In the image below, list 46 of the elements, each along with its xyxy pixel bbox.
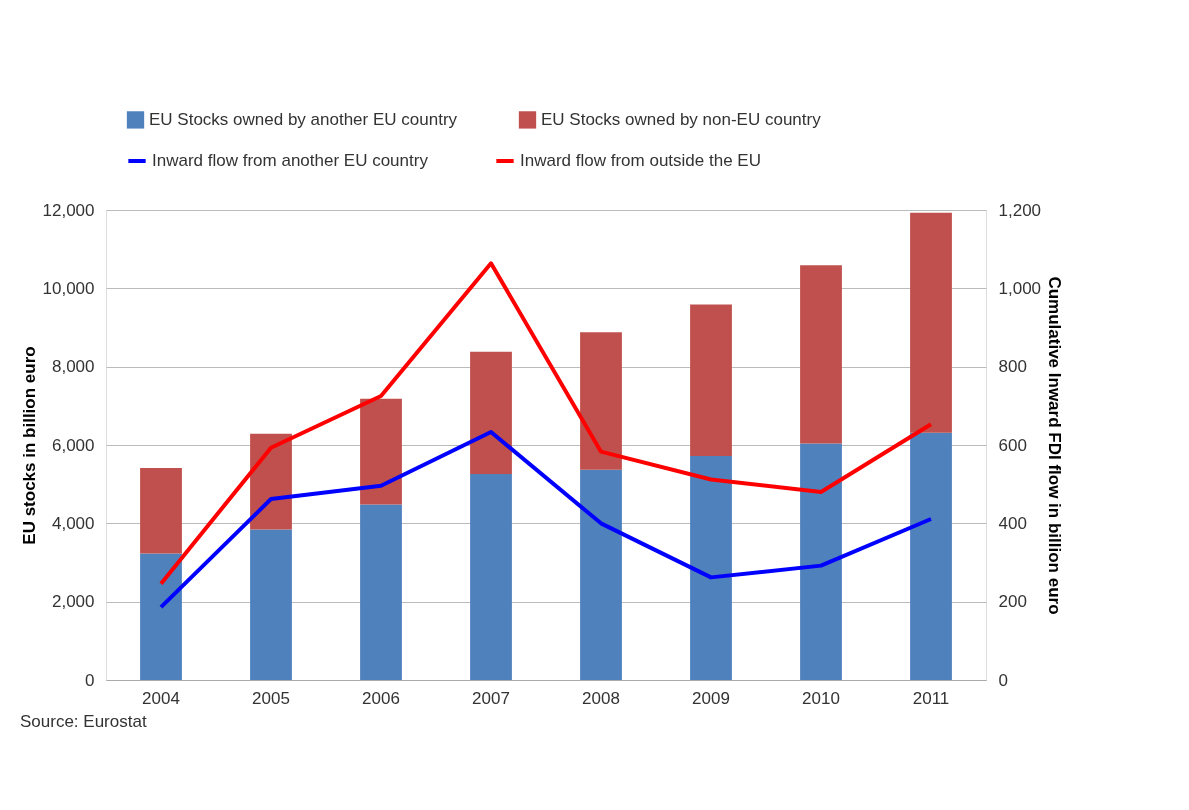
x-tick-label: 2004 (142, 688, 180, 708)
y-tick-label: 4,000 (51, 513, 95, 533)
bar (580, 469, 622, 680)
legend-label: Inward flow from outside the EU (520, 151, 761, 170)
y2-tick-label: 400 (998, 513, 1027, 533)
legend-label: EU Stocks owned by non-EU country (541, 109, 822, 129)
x-tick-label: 2011 (912, 688, 950, 708)
x-tick-label: 2007 (472, 688, 510, 708)
y2-tick-label: 0 (998, 670, 1008, 690)
y-tick-label: 12,000 (42, 200, 95, 220)
y-tick-label: 6,000 (51, 435, 95, 455)
y2-tick-label: 1,200 (998, 200, 1042, 220)
y-tick-label: 8,000 (51, 357, 95, 377)
bar (140, 468, 182, 554)
bar (470, 473, 512, 680)
x-tick-label: 2005 (252, 688, 290, 708)
line-series (159, 430, 933, 610)
bar (800, 265, 842, 444)
y2-tick-label: 1,000 (998, 278, 1042, 298)
y2-axis-title: Cumulative Inward FDI flow in billion euro (1045, 276, 1065, 615)
x-tick-label: 2006 (362, 688, 400, 708)
y-tick-label: 0 (85, 670, 95, 690)
bar (910, 212, 952, 433)
legend-label: Inward flow from another EU country (152, 151, 429, 170)
bar (690, 304, 732, 456)
line-series (159, 261, 933, 586)
bar (910, 432, 952, 680)
bar (360, 398, 402, 505)
bar (580, 332, 622, 470)
y2-tick-label: 600 (998, 435, 1027, 455)
legend-label: EU Stocks owned by another EU country (149, 109, 458, 129)
bar (690, 455, 732, 680)
y-tick-label: 2,000 (51, 592, 95, 612)
x-tick-label: 2009 (692, 688, 730, 708)
x-tick-label: 2008 (582, 688, 620, 708)
y-axis-title: EU stocks in billion euro (19, 346, 39, 545)
y-tick-label: 10,000 (42, 278, 95, 298)
bar (250, 529, 292, 680)
bar (140, 553, 182, 680)
bar (470, 351, 512, 474)
bar (800, 443, 842, 680)
bar (360, 504, 402, 680)
source-note: Source: Eurostat (20, 712, 147, 731)
y2-tick-label: 800 (998, 357, 1027, 377)
y2-tick-label: 200 (998, 592, 1027, 612)
x-tick-label: 2010 (802, 688, 840, 708)
